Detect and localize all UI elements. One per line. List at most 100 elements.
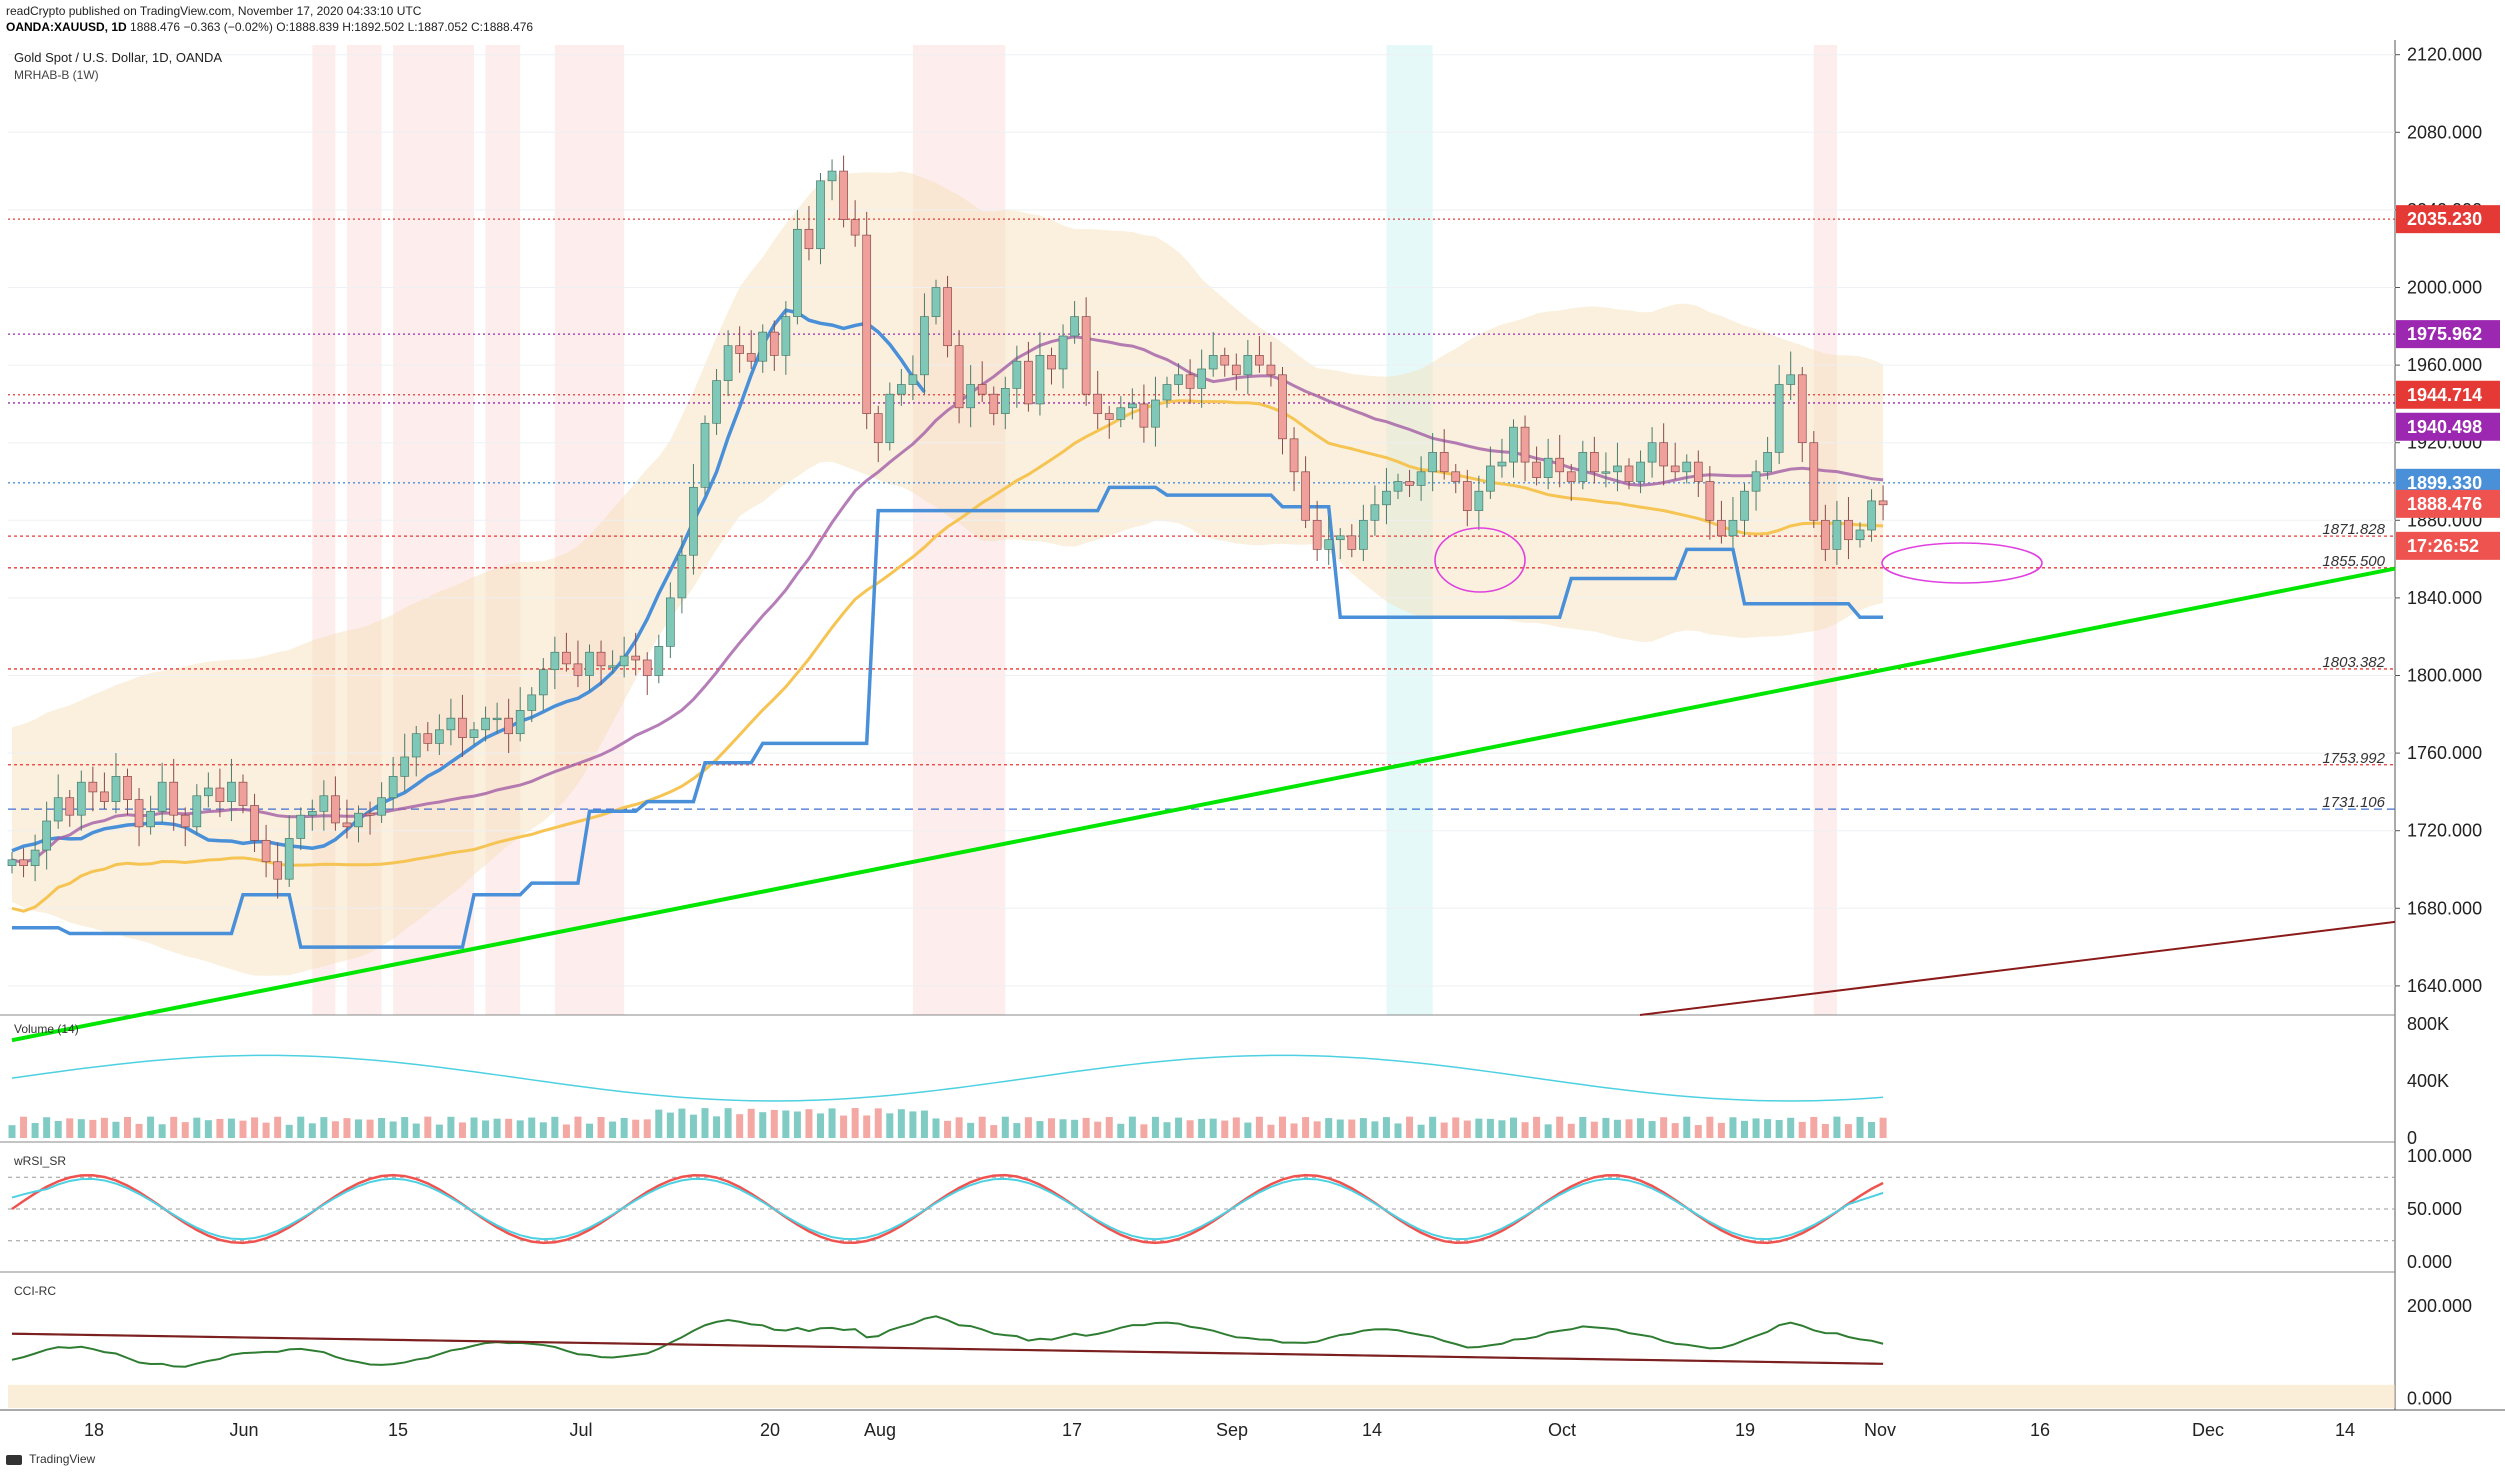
volume-bar bbox=[978, 1116, 986, 1138]
volume-bar bbox=[713, 1116, 721, 1138]
candle bbox=[1578, 440, 1588, 490]
time-tick-label: 15 bbox=[388, 1420, 408, 1440]
volume-bar bbox=[1348, 1119, 1356, 1138]
volume-bar bbox=[366, 1119, 374, 1138]
volume-bar bbox=[1128, 1116, 1136, 1138]
volume-bar bbox=[170, 1116, 178, 1138]
ohlc-values: O:1888.839 H:1892.502 L:1887.052 C:1888.… bbox=[276, 20, 534, 34]
candle-body bbox=[1566, 471, 1576, 482]
candle-body bbox=[1347, 535, 1357, 550]
volume-bar bbox=[620, 1117, 628, 1138]
sub-panels-layer bbox=[8, 1054, 2395, 1408]
candle-body bbox=[1266, 364, 1276, 376]
candle bbox=[1439, 429, 1449, 480]
candle bbox=[1647, 427, 1657, 478]
volume-bar bbox=[736, 1114, 744, 1138]
candle bbox=[1347, 524, 1357, 558]
indicator-label: MRHAB-B (1W) bbox=[14, 68, 99, 82]
volume-bar bbox=[609, 1121, 617, 1138]
volume-bar bbox=[1440, 1122, 1448, 1138]
volume-bar bbox=[1221, 1120, 1229, 1138]
candle-body bbox=[7, 859, 17, 866]
volume-bar bbox=[1683, 1116, 1691, 1138]
candle-body bbox=[631, 655, 641, 661]
candle-body bbox=[943, 287, 952, 347]
signal-shade bbox=[346, 45, 382, 1015]
candle bbox=[100, 772, 109, 810]
candle-body bbox=[146, 810, 155, 828]
cci-panel-label: CCI-RC bbox=[14, 1284, 56, 1298]
candle bbox=[377, 782, 386, 823]
candle-body bbox=[446, 717, 456, 731]
candle-body bbox=[712, 380, 721, 424]
candle bbox=[180, 807, 190, 847]
candle-body bbox=[273, 861, 282, 880]
candle-body bbox=[1867, 500, 1876, 531]
candle-body bbox=[284, 838, 294, 880]
volume-bar bbox=[1463, 1120, 1471, 1138]
volume-bar bbox=[1359, 1118, 1367, 1138]
volume-bar bbox=[897, 1109, 905, 1138]
level-label: 1803.382 bbox=[2322, 654, 2385, 671]
cci-zone bbox=[8, 1384, 2395, 1408]
candle-body bbox=[596, 651, 606, 667]
volume-bar bbox=[1752, 1118, 1760, 1138]
volume-bar bbox=[551, 1116, 559, 1138]
candle bbox=[920, 293, 929, 395]
candle bbox=[435, 714, 444, 756]
price-tick-label: 1800.000 bbox=[2407, 666, 2482, 686]
volume-bar bbox=[320, 1117, 328, 1138]
volume-bar bbox=[20, 1116, 28, 1138]
candle-body bbox=[689, 486, 698, 556]
volume-bar bbox=[1625, 1119, 1633, 1138]
price-badge: 1975.962 bbox=[2396, 320, 2500, 349]
support-trendline bbox=[11, 566, 2396, 1043]
volume-bar bbox=[204, 1120, 212, 1138]
candle-body bbox=[585, 651, 594, 676]
price-badge-label: 2035.230 bbox=[2407, 209, 2482, 229]
volume-bar bbox=[1741, 1120, 1748, 1138]
candle-body bbox=[1047, 355, 1056, 370]
volume-bar bbox=[1163, 1122, 1171, 1138]
candle-body bbox=[1301, 471, 1310, 521]
candle bbox=[1659, 423, 1669, 486]
candle bbox=[1139, 384, 1149, 443]
volume-bar bbox=[424, 1116, 432, 1138]
candle bbox=[423, 722, 433, 752]
candle bbox=[1682, 454, 1692, 484]
candle-body bbox=[100, 791, 109, 802]
candle bbox=[1312, 500, 1322, 562]
candle bbox=[284, 815, 294, 887]
candle bbox=[723, 330, 733, 397]
candle bbox=[238, 774, 248, 814]
candle bbox=[1532, 446, 1541, 486]
candle-body bbox=[42, 820, 52, 851]
candle bbox=[1555, 434, 1565, 488]
cci-line bbox=[11, 1315, 1884, 1368]
candle-body bbox=[296, 814, 306, 839]
candle bbox=[469, 722, 479, 746]
candle bbox=[319, 780, 329, 831]
volume-bar bbox=[389, 1121, 397, 1138]
candle-body bbox=[88, 781, 98, 793]
volume-bar bbox=[1417, 1124, 1425, 1138]
signal-shade bbox=[393, 45, 440, 1015]
volume-bar bbox=[1302, 1117, 1310, 1138]
volume-bar bbox=[100, 1117, 108, 1138]
candle-body bbox=[1405, 481, 1414, 486]
volume-bar bbox=[1521, 1122, 1529, 1138]
candle-body bbox=[53, 797, 63, 822]
level-label: 1753.992 bbox=[2322, 750, 2385, 767]
volume-bar bbox=[1140, 1124, 1148, 1138]
footer-brand: TradingView bbox=[6, 1452, 95, 1466]
price-tick-label: 1840.000 bbox=[2407, 588, 2482, 608]
volume-bar bbox=[574, 1116, 582, 1138]
candle bbox=[458, 694, 467, 757]
volume-bar bbox=[1510, 1117, 1517, 1138]
candle bbox=[42, 801, 52, 870]
volume-bar bbox=[1048, 1118, 1055, 1138]
candle-body bbox=[1693, 461, 1703, 482]
candle bbox=[1566, 464, 1576, 501]
candle bbox=[735, 326, 745, 373]
